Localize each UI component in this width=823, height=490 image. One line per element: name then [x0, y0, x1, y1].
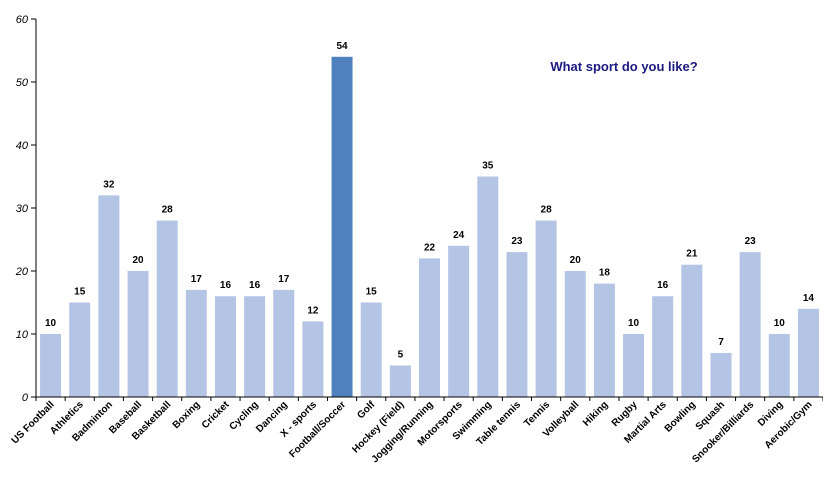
- x-tick-label-boxing: Boxing: [171, 399, 203, 431]
- bars-group: [40, 56, 819, 398]
- data-label-rugby: 10: [628, 318, 640, 329]
- data-label-badminton: 32: [103, 179, 115, 190]
- data-label-squash: 7: [718, 337, 724, 348]
- x-tick-label-hiking: Hiking: [581, 399, 610, 428]
- data-label-aerobic-gym: 14: [803, 293, 815, 304]
- bar-dancing: [273, 289, 295, 397]
- data-label-football-soccer: 54: [336, 41, 348, 52]
- bar-golf: [360, 302, 382, 397]
- y-tick-label-40: 40: [16, 140, 29, 152]
- data-label-swimming: 35: [482, 161, 494, 172]
- bar-jogging-running: [419, 258, 440, 397]
- bar-swimming: [477, 176, 499, 397]
- bar-boxing: [185, 289, 207, 397]
- y-tick-label-30: 30: [16, 203, 29, 215]
- data-label-jogging-running: 22: [424, 242, 436, 253]
- x-tick-label-bowling: Bowling: [663, 399, 698, 434]
- bar-cricket: [214, 296, 236, 397]
- bar-x-sports: [302, 321, 324, 397]
- y-tick-labels-group: 0 10 20 30 40 50 60: [15, 14, 29, 404]
- bar-motorsports: [448, 245, 470, 397]
- data-label-motorsports: 24: [453, 230, 465, 241]
- data-label-athletics: 15: [74, 287, 86, 298]
- bar-hiking: [593, 283, 615, 397]
- data-label-hockey-field: 5: [398, 350, 404, 361]
- bar-athletics: [69, 302, 91, 397]
- bar-football-soccer: [331, 56, 353, 398]
- bar-table-tennis: [506, 252, 528, 397]
- x-tick-label-hockey-field: Hockey (Field): [350, 399, 406, 455]
- bar-tennis: [535, 220, 557, 397]
- x-tick-label-us-football: US Football: [10, 399, 57, 446]
- data-label-basketball: 28: [162, 205, 174, 216]
- data-label-golf: 15: [366, 287, 378, 298]
- data-label-cycling: 16: [249, 280, 261, 291]
- data-label-cricket: 16: [220, 280, 232, 291]
- data-label-baseball: 20: [132, 255, 144, 266]
- bar-diving: [768, 334, 790, 397]
- x-tick-label-golf: Golf: [355, 399, 377, 421]
- x-tick-label-football-soccer: Football/Soccer: [287, 399, 348, 460]
- bar-bowling: [681, 264, 703, 397]
- bar-us-football: [40, 334, 62, 397]
- y-tick-label-60: 60: [16, 14, 29, 26]
- data-label-snooker-billiards: 23: [745, 236, 757, 247]
- bar-volleyball: [564, 271, 586, 397]
- y-tick-label-0: 0: [22, 392, 29, 404]
- data-label-hiking: 18: [599, 268, 611, 279]
- bar-squash: [710, 352, 732, 397]
- x-category-labels-group: US FootballAthleticsBadmintonBaseballBas…: [10, 399, 815, 465]
- bar-rugby: [623, 334, 645, 397]
- bar-aerobic-gym: [797, 308, 819, 397]
- bar-hockey-field: [389, 365, 411, 397]
- bar-snooker-billiards: [739, 252, 761, 397]
- axes-group: [31, 18, 823, 401]
- data-label-volleyball: 20: [570, 255, 582, 266]
- data-label-table-tennis: 23: [511, 236, 523, 247]
- bar-basketball: [156, 220, 178, 397]
- data-label-us-football: 10: [45, 318, 57, 329]
- bar-martial-arts: [652, 296, 674, 397]
- data-labels-group: 10 15 32 20 28 17 16 16 17 12 54 15 5 22 24 35 23 28 20 18 1…: [45, 41, 814, 361]
- y-tick-label-10: 10: [16, 329, 29, 341]
- data-label-boxing: 17: [191, 274, 203, 285]
- y-tick-label-50: 50: [16, 77, 29, 89]
- x-tick-label-cricket: Cricket: [200, 399, 232, 431]
- data-label-x-sports: 12: [307, 305, 319, 316]
- bar-badminton: [98, 195, 120, 397]
- data-label-bowling: 21: [686, 249, 698, 260]
- data-label-tennis: 28: [541, 205, 553, 216]
- y-tick-label-20: 20: [15, 266, 29, 278]
- data-label-dancing: 17: [278, 274, 290, 285]
- data-label-diving: 10: [774, 318, 786, 329]
- bar-cycling: [244, 296, 266, 397]
- chart-title: What sport do you like?: [550, 59, 697, 74]
- bar-baseball: [127, 271, 149, 397]
- data-label-martial-arts: 16: [657, 280, 669, 291]
